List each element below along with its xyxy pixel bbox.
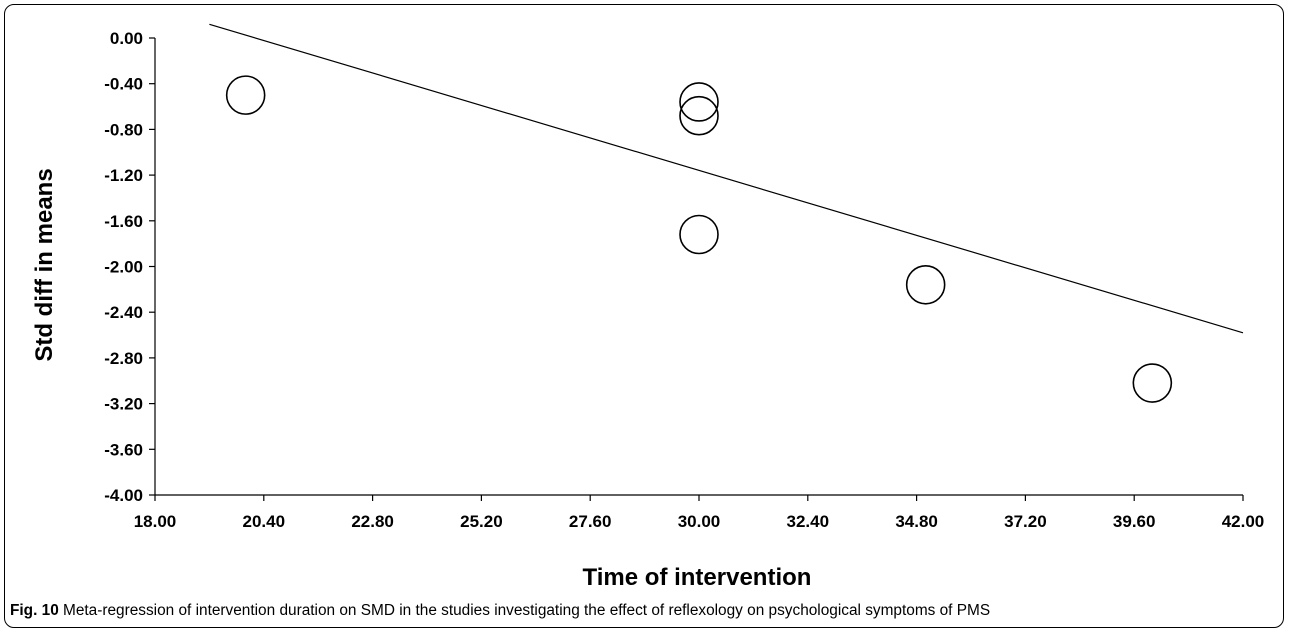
data-point (1132, 363, 1173, 403)
x-tick-label: 30.00 (678, 512, 721, 531)
y-tick-label: -4.00 (104, 486, 143, 505)
x-axis: 18.00 20.40 22.80 25.20 27.60 30.00 32.40 34.80… (134, 494, 1265, 531)
scatter-chart: 0.00 -0.40 -0.80 -1.20 -1.60 -2.00 -2.40 -2.80 -… (31, 23, 1265, 591)
regression-line (209, 23, 1244, 334)
data-points (225, 75, 1173, 403)
data-point (679, 95, 719, 136)
figure-frame (4, 4, 1284, 628)
y-tick-label: -3.60 (104, 440, 143, 459)
data-point (679, 214, 719, 255)
y-tick-label: -2.80 (104, 349, 143, 368)
y-tick-label: -1.60 (104, 212, 143, 231)
x-tick-label: 37.20 (1004, 512, 1047, 531)
y-tick-label: -2.00 (104, 258, 143, 277)
caption-text: Meta-regression of intervention duration… (58, 602, 991, 619)
regression-line-group (209, 23, 1244, 334)
data-point (679, 82, 719, 122)
figure-caption: Fig. 10 Meta-regression of intervention … (10, 601, 1284, 621)
x-tick-label: 25.20 (460, 512, 503, 531)
data-point (905, 264, 946, 305)
y-tick-label: -2.40 (104, 303, 143, 322)
y-tick-label: 0.00 (110, 29, 143, 48)
x-tick-label: 39.60 (1113, 512, 1156, 531)
x-tick-label: 27.60 (569, 512, 612, 531)
x-tick-label: 42.00 (1222, 512, 1265, 531)
y-tick-label: -3.20 (104, 395, 143, 414)
x-tick-label: 22.80 (351, 512, 394, 531)
caption-label: Fig. 10 (10, 602, 59, 619)
x-tick-label: 34.80 (895, 512, 938, 531)
y-axis-title: Std diff in means (31, 168, 58, 361)
y-tick-label: -0.40 (104, 75, 143, 94)
data-point (225, 75, 266, 115)
y-axis: 0.00 -0.40 -0.80 -1.20 -1.60 -2.00 -2.40 -2.80 -… (104, 29, 156, 505)
x-tick-label: 20.40 (243, 512, 286, 531)
x-tick-label: 18.00 (134, 512, 177, 531)
y-tick-label: -1.20 (104, 166, 143, 185)
y-tick-label: -0.80 (104, 120, 143, 139)
x-axis-title: Time of intervention (583, 564, 812, 591)
x-tick-label: 32.40 (787, 512, 830, 531)
